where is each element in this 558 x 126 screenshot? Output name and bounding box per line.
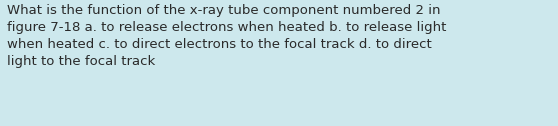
Text: What is the function of the x-ray tube component numbered 2 in
figure 7-18 a. to: What is the function of the x-ray tube c… bbox=[7, 4, 446, 68]
